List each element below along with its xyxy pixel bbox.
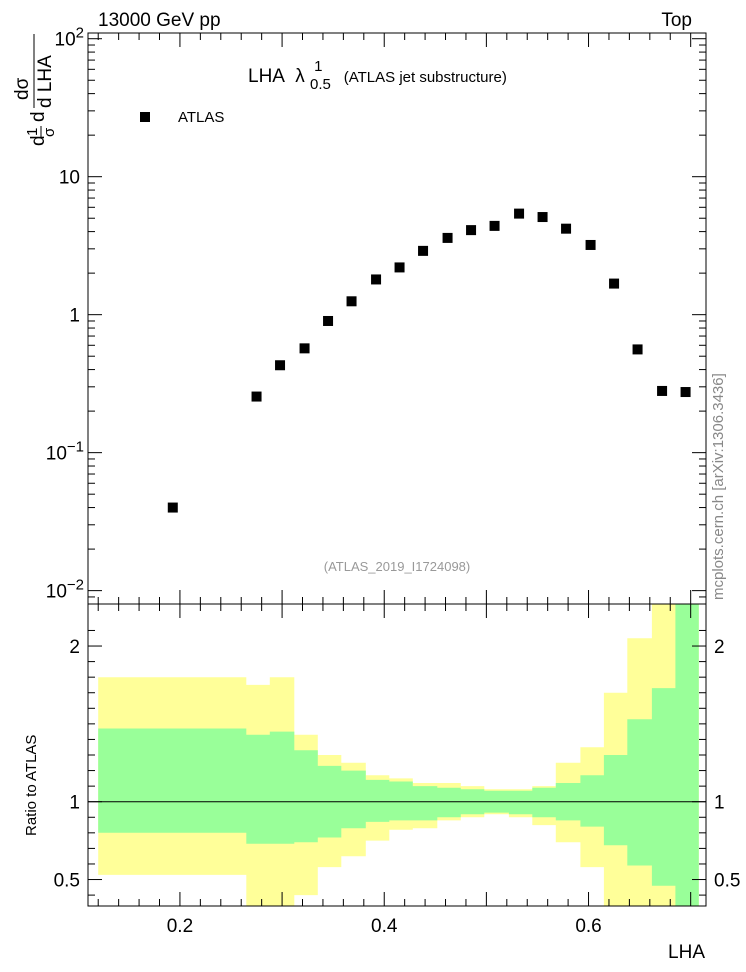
x-axis-label: LHA xyxy=(668,942,705,963)
title-subscript: 0.5 xyxy=(310,76,331,93)
data-point-atlas xyxy=(585,239,596,250)
legend-entry-atlas: ATLAS xyxy=(178,109,224,126)
ratio-y-axis-label: Ratio to ATLAS xyxy=(23,735,40,836)
ratio-xtick-label: 0.4 xyxy=(371,916,398,937)
data-point-atlas xyxy=(442,232,453,243)
ratio-ytick-label: 2 xyxy=(69,637,80,658)
data-point-atlas xyxy=(537,212,548,223)
ratio-ytick-label-right: 2 xyxy=(714,637,725,658)
data-point-atlas xyxy=(394,262,405,273)
title-description: (ATLAS jet substructure) xyxy=(344,69,507,86)
title-superscript: 1 xyxy=(314,58,322,75)
data-point-atlas xyxy=(466,225,477,236)
data-point-atlas xyxy=(418,245,429,256)
title-lambda: λ xyxy=(295,66,305,87)
ratio-ytick-label: 0.5 xyxy=(54,871,80,892)
svg-text:d LHA: d LHA xyxy=(35,55,56,108)
side-reference-label: mcplots.cern.ch [arXiv:1306.3436] xyxy=(710,373,727,600)
svg-text:1: 1 xyxy=(24,128,41,136)
header-process-label: Top xyxy=(661,10,692,31)
data-point-atlas xyxy=(561,223,572,234)
main-ytick-label: 10−1 xyxy=(46,439,84,465)
ratio-ytick-label: 1 xyxy=(69,793,80,814)
main-ytick-label: 10 xyxy=(59,168,80,189)
svg-text:σ: σ xyxy=(41,127,58,137)
data-point-atlas xyxy=(657,385,668,396)
svg-text:dσ: dσ xyxy=(12,77,33,100)
main-ytick-label: 102 xyxy=(55,25,84,51)
header-energy-label: 13000 GeV pp xyxy=(98,10,221,31)
ratio-bands xyxy=(88,604,706,906)
ratio-plot-frame xyxy=(87,603,707,907)
legend-marker-atlas xyxy=(140,112,150,122)
main-ytick-label: 10−2 xyxy=(46,577,84,603)
data-point-atlas xyxy=(323,315,334,326)
data-point-atlas xyxy=(514,208,525,219)
analysis-id-label: (ATLAS_2019_I1724098) xyxy=(324,559,470,574)
ratio-ytick-label-right: 0.5 xyxy=(714,871,740,892)
data-point-atlas xyxy=(346,296,357,307)
data-point-atlas xyxy=(489,220,500,231)
main-ytick-label: 1 xyxy=(69,306,80,327)
main-plot-title: LHA λ 0.5 1 (ATLAS jet substructure) xyxy=(248,55,507,94)
title-observable: LHA xyxy=(248,66,285,87)
ratio-axis-ticks: 0.5 0.5 1 1 2 2 0.2 0.4 0.6 xyxy=(54,604,740,937)
main-y-axis-label: d 1 σ d dσ d LHA xyxy=(12,34,58,146)
main-axis-ticks: 10−2 10−1 1 10 102 xyxy=(46,25,706,605)
ratio-inner-band xyxy=(98,604,699,906)
data-point-atlas xyxy=(167,502,178,513)
data-point-atlas xyxy=(680,387,691,398)
ratio-ytick-label-right: 1 xyxy=(714,793,725,814)
data-point-atlas xyxy=(275,360,286,371)
ratio-xtick-label: 0.6 xyxy=(575,916,601,937)
ratio-xtick-label: 0.2 xyxy=(167,916,193,937)
svg-text:d: d xyxy=(28,135,49,146)
data-point-atlas xyxy=(632,344,643,355)
data-point-atlas xyxy=(371,274,382,285)
main-data-points xyxy=(167,208,691,513)
data-point-atlas xyxy=(299,343,310,354)
svg-text:d: d xyxy=(28,111,49,122)
data-point-atlas xyxy=(251,391,262,402)
data-point-atlas xyxy=(609,278,620,289)
